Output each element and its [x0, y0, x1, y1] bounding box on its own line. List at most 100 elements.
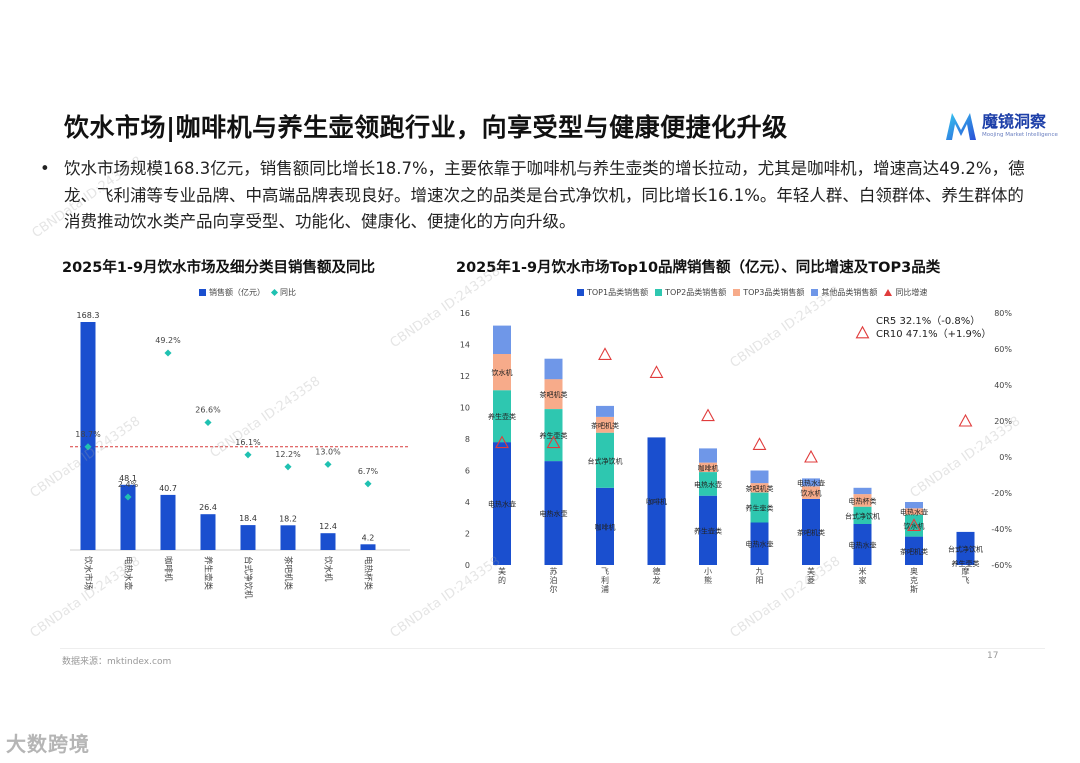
- chart1-growth-label: 49.2%: [155, 336, 181, 345]
- summary-text: 饮水市场规模168.3亿元，销售额同比增长18.7%，主要依靠于咖啡机与养生壶类…: [64, 159, 1025, 231]
- chart2-growth-marker: [495, 435, 509, 449]
- chart1-bar-value-label: 12.4: [319, 522, 337, 531]
- chart1-growth-label: 16.1%: [235, 438, 261, 447]
- chart2-stack-segment: [544, 379, 563, 409]
- chart2-stack-segment: [596, 416, 614, 433]
- chart2-left-axis-label: 16: [460, 309, 470, 318]
- chart2-stack-segment: [956, 531, 975, 565]
- chart1-growth-point: [244, 451, 252, 459]
- chart2-stack-segment: [493, 442, 511, 565]
- chart2-segment-label: 茶吧机类: [900, 547, 928, 556]
- chart1-growth-label: 2.4%: [118, 480, 139, 489]
- chart1-bar: [200, 514, 216, 550]
- chart1-bar: [80, 322, 96, 550]
- chart2-stack-segment: [905, 508, 923, 515]
- chart2-segment-label: 饮水机: [904, 522, 925, 531]
- chart2-category-label: 利: [601, 575, 609, 585]
- chart2-right-axis-label: 80%: [994, 309, 1012, 318]
- chart2-stack-segment: [853, 506, 872, 524]
- cr10-annotation: CR10 47.1%（+1.9%）: [876, 329, 992, 340]
- chart2-stack-segment: [699, 472, 717, 496]
- chart1-growth-label: 13.0%: [315, 447, 341, 456]
- chart1-bar-value-label: 26.4: [199, 503, 217, 512]
- brand-logo-icon: [946, 113, 976, 140]
- chart1-bar: [160, 494, 176, 550]
- footer-source: 数据来源：mktindex.com: [62, 657, 172, 667]
- cr5-annotation: CR5 32.1%（-0.8%）: [876, 316, 981, 327]
- legend-label-top3: TOP3品类销售额: [743, 288, 805, 297]
- chart2-segment-label: 养生壶类: [952, 559, 980, 568]
- chart1-bar: [120, 484, 136, 550]
- chart2-segment-label: 茶吧机类: [591, 421, 619, 430]
- chart2-stack-segment: [853, 524, 872, 565]
- legend-label-sales: 销售额（亿元）: [209, 288, 265, 297]
- chart2-left-axis-label: 10: [460, 404, 470, 413]
- chart2-stack-segment: [750, 470, 769, 484]
- chart1-category-label: 饮水机: [323, 556, 334, 582]
- chart2-stack-segment: [596, 432, 614, 488]
- chart2-category-label: 的: [498, 575, 506, 585]
- chart2-category-label: 阳: [756, 576, 764, 585]
- legend-swatch-top1: [577, 289, 584, 296]
- chart2-growth-marker: [958, 413, 973, 427]
- legend-label-other: 其他品类销售额: [821, 288, 878, 297]
- chart2-segment-label: 茶吧机类: [540, 390, 568, 399]
- chart1-category-label: 饮水市场: [83, 556, 94, 590]
- chart1-bar-value-label: 40.7: [159, 484, 177, 493]
- chart2-stack-segment: [699, 495, 717, 565]
- chart1-category-label: 台式净饮机: [243, 556, 254, 599]
- chart2-growth-marker: [752, 437, 767, 450]
- legend-swatch-growth-rate: [884, 289, 893, 296]
- chart2-category-label: 苏: [550, 566, 558, 576]
- chart2-growth-marker: [649, 365, 664, 378]
- chart2-stack-segment: [493, 354, 511, 391]
- chart1-bar: [280, 525, 296, 550]
- chart2-segment-label: 咖啡机: [646, 497, 667, 506]
- chart2-category-label: 斯: [910, 584, 918, 594]
- chart2-segment-label: 台式净饮机: [845, 511, 880, 520]
- chart2-growth-marker: [701, 408, 715, 422]
- chart2-category-label: 浦: [601, 584, 609, 594]
- legend-label-top1: TOP1品类销售额: [587, 288, 649, 297]
- chart2-segment-label: 养生壶类: [488, 412, 516, 421]
- footer-divider: [60, 648, 1045, 649]
- chart2-category-label: 九: [756, 567, 764, 576]
- chart2-segment-label: 电热水壶: [746, 540, 774, 549]
- chart2-left-axis-label: 4: [465, 498, 470, 507]
- chart2-stack-segment: [802, 498, 820, 565]
- chart2-left-axis-label: 2: [465, 530, 470, 539]
- chart2-right-axis-label: -60%: [991, 561, 1012, 570]
- chart1-growth-point: [124, 493, 132, 501]
- chart2-left-axis-label: 6: [465, 467, 470, 476]
- chart2-segment-label: 茶吧机类: [797, 528, 825, 537]
- chart2-left-axis-label: 0: [465, 561, 470, 570]
- page-title: 饮水市场|咖啡机与养生壶领跑行业，向享受型与健康便捷化升级: [64, 113, 788, 142]
- chart1-legend: 销售额（亿元） 同比: [192, 287, 296, 298]
- chart2-left-axis-label: 8: [465, 435, 470, 444]
- chart2-growth-marker: [907, 518, 921, 531]
- chart2-stack-segment: [750, 522, 769, 565]
- chart2-stack-segment: [493, 390, 511, 443]
- chart2-segment-label: 养生壶类: [746, 504, 774, 513]
- chart2-category-label: 尔: [550, 584, 558, 594]
- chart2-category-label: 家: [859, 575, 867, 585]
- chart2-growth-marker: [804, 449, 818, 463]
- chart2-growth-marker: [546, 435, 561, 449]
- chart2-category-label: 飞: [962, 576, 970, 585]
- chart2-stack-segment: [699, 448, 717, 463]
- page-number: 17: [987, 651, 999, 661]
- chart1-title: 2025年1-9月饮水市场及细分类目销售额及同比: [62, 260, 376, 276]
- legend-swatch-sales: [199, 289, 206, 296]
- chart2-stack-segment: [905, 536, 923, 565]
- brand-subtitle: Moojing Market Intelligence: [982, 132, 1058, 138]
- chart2-stack-segment: [544, 461, 563, 565]
- chart2-stack-segment: [750, 492, 769, 523]
- chart2-segment-label: 电热水壶: [488, 500, 516, 509]
- chart2-right-axis-label: 0%: [999, 453, 1012, 462]
- chart2-segment-label: 电热水壶: [797, 478, 825, 487]
- chart1-bar-value-label: 18.2: [279, 514, 297, 523]
- chart2-category-label: 米: [859, 566, 867, 576]
- bullet-dot: •: [40, 159, 50, 178]
- chart2-segment-label: 养生壶类: [694, 526, 722, 535]
- chart2-category-label: 摩: [962, 566, 970, 576]
